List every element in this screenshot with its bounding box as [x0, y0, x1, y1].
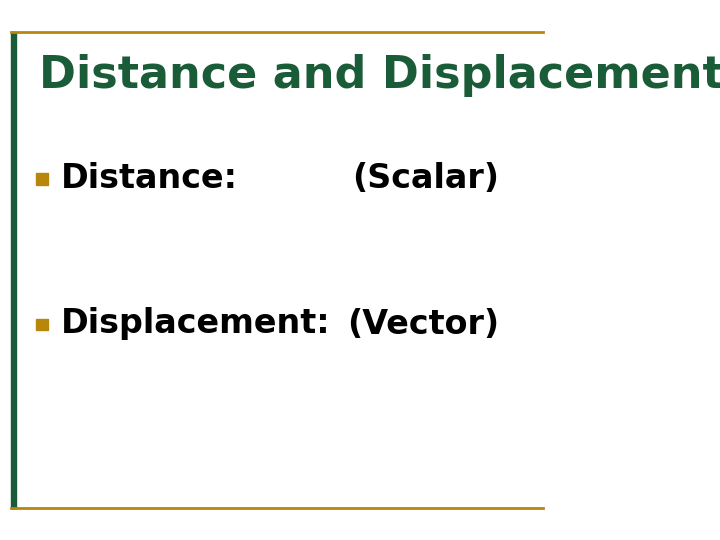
Bar: [11, 32, 16, 508]
Text: Distance and Displacement: Distance and Displacement: [39, 54, 720, 97]
Text: (Scalar): (Scalar): [352, 161, 499, 195]
Bar: [36, 173, 48, 185]
Text: Distance:: Distance:: [61, 161, 238, 195]
Bar: [36, 319, 48, 330]
Text: (Vector): (Vector): [346, 307, 499, 341]
Text: Displacement:: Displacement:: [61, 307, 330, 341]
